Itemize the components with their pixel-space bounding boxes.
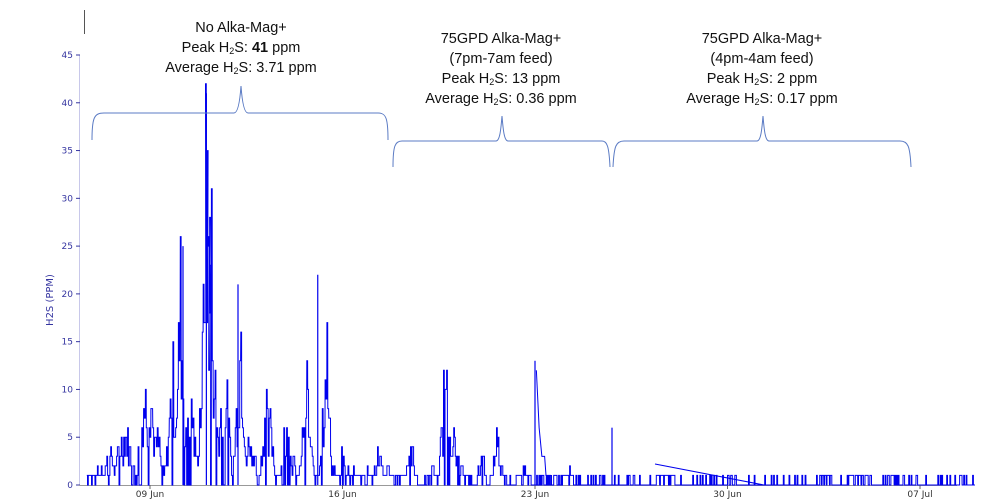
annotation-title: 75GPD Alka-Mag+ — [701, 31, 823, 47]
x-tick-label: 23 Jun — [521, 490, 549, 500]
annotation-feed: (7pm-7am feed) — [449, 51, 553, 67]
y-tick-label: 0 — [67, 481, 73, 491]
gap-interpolation — [654, 463, 765, 486]
y-axis-label: H2S (PPM) — [45, 274, 56, 326]
x-tick-label: 07 Jul — [907, 490, 932, 500]
brace-4pm-feed — [612, 115, 912, 168]
y-tick-label: 10 — [62, 385, 74, 395]
annotation-peak: Peak H2S: 41 ppm — [181, 40, 301, 56]
y-tick-label: 25 — [62, 242, 73, 252]
y-tick-label: 30 — [62, 194, 74, 204]
y-tick-label: 15 — [62, 338, 73, 348]
brace-no-alkamag — [91, 85, 389, 141]
y-tick-label: 45 — [62, 51, 73, 61]
annotation-average: Average H2S: 0.36 ppm — [425, 91, 577, 107]
y-tick-label: 40 — [62, 99, 74, 109]
y-tick-label: 35 — [62, 147, 73, 157]
h2s-line — [86, 83, 975, 486]
x-tick-label: 09 Jun — [136, 490, 164, 500]
x-tick-label: 16 Jun — [328, 490, 356, 500]
peak-decay — [535, 370, 552, 485]
annotation-4pm-feed: 75GPD Alka-Mag+ (4pm-4am feed) Peak H2S:… — [686, 29, 837, 109]
y-axis-ticks: 0 5 10 15 20 25 30 35 40 45 — [62, 51, 80, 491]
annotation-peak: Peak H2S: 2 ppm — [706, 71, 818, 87]
x-tick-label: 30 Jun — [713, 490, 741, 500]
annotation-average: Average H2S: 0.17 ppm — [686, 91, 838, 107]
annotation-peak: Peak H2S: 13 ppm — [441, 71, 561, 87]
annotation-no-alkamag: No Alka-Mag+ Peak H2S: 41 ppm Average H2… — [165, 18, 316, 78]
y-tick-label: 5 — [67, 433, 73, 443]
h2s-series — [86, 83, 975, 486]
annotation-feed: (4pm-4am feed) — [710, 51, 814, 67]
brace-7pm-feed — [392, 115, 611, 168]
annotation-7pm-feed: 75GPD Alka-Mag+ (7pm-7am feed) Peak H2S:… — [425, 29, 576, 109]
annotation-average: Average H2S: 3.71 ppm — [165, 60, 317, 76]
y-tick-label: 20 — [62, 290, 74, 300]
annotation-title: No Alka-Mag+ — [195, 20, 287, 36]
annotation-title: 75GPD Alka-Mag+ — [440, 31, 562, 47]
x-axis-ticks: 09 Jun 16 Jun 23 Jun 30 Jun 07 Jul — [136, 485, 933, 500]
